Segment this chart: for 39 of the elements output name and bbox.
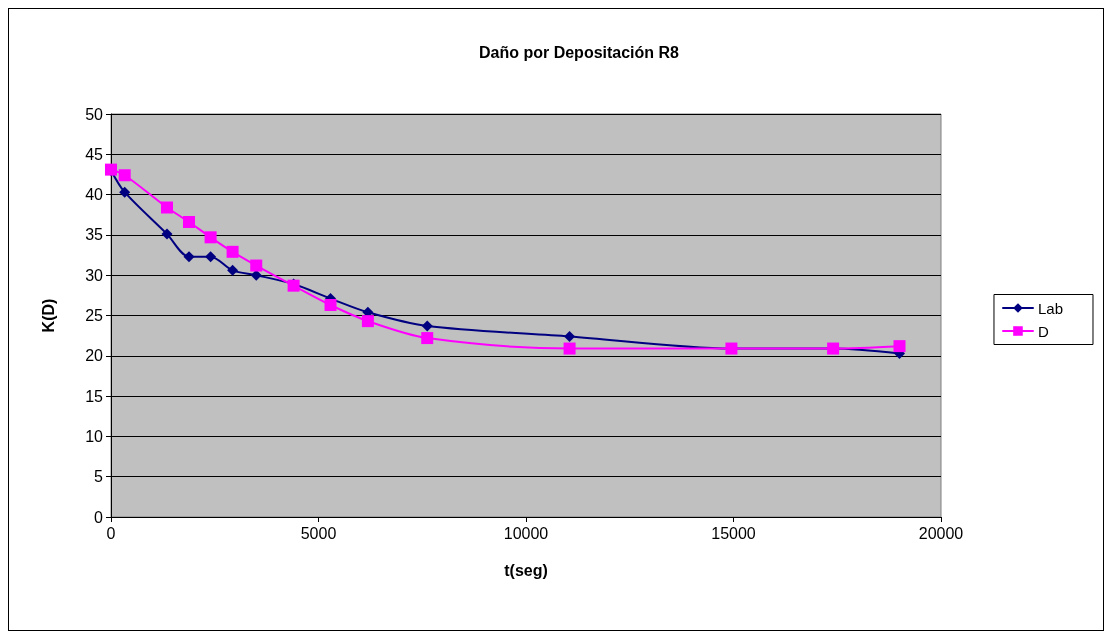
- x-tick-label: 10000: [503, 524, 549, 542]
- y-axis-title: K(D): [39, 298, 57, 333]
- point: [205, 251, 217, 263]
- y-tick-label: 40: [85, 186, 104, 204]
- y-tick-label: 5: [94, 468, 104, 486]
- point: [204, 231, 217, 244]
- y-tick-label: 20: [85, 347, 104, 365]
- point: [161, 201, 174, 214]
- y-tick-label: 0: [94, 508, 104, 526]
- point: [250, 259, 263, 272]
- point: [893, 340, 906, 353]
- point: [226, 245, 239, 258]
- x-tick-label: 20000: [918, 524, 964, 542]
- legend-label: D: [1037, 322, 1049, 340]
- point: [227, 264, 239, 276]
- y-tick-label: 45: [85, 145, 104, 163]
- y-tick-label: 25: [85, 307, 104, 324]
- y-tick-label: 35: [85, 226, 104, 244]
- x-tick-label: 0: [106, 524, 116, 542]
- x-tick-label: 15000: [711, 524, 756, 542]
- x-axis-title: t(seg): [504, 561, 548, 579]
- x-tick-label: 5000: [300, 524, 337, 542]
- point: [421, 320, 433, 332]
- chart-title: Daño por Depositación R8: [478, 43, 680, 61]
- y-tick-label: 15: [85, 387, 104, 405]
- y-tick-label: 50: [85, 105, 104, 123]
- point: [183, 216, 196, 228]
- point: [183, 251, 195, 263]
- point: [421, 332, 434, 345]
- legend-label: Lab: [1037, 299, 1063, 317]
- point: [361, 315, 374, 328]
- y-tick-label: 10: [85, 427, 104, 445]
- y-tick-label: 30: [85, 266, 104, 284]
- point: [563, 342, 576, 355]
- point: [564, 330, 576, 342]
- point: [119, 186, 131, 198]
- point: [324, 299, 337, 312]
- point: [161, 228, 173, 240]
- point: [118, 169, 131, 182]
